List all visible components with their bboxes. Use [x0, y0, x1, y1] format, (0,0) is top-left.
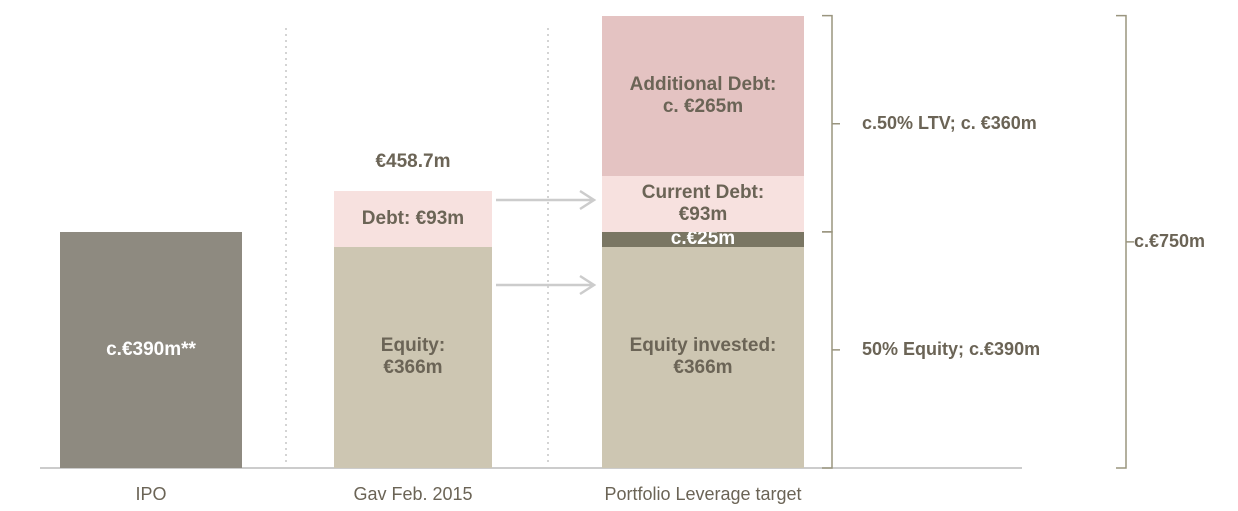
bracket [822, 231, 840, 469]
data-label: c.€25m [670, 228, 736, 250]
data-label: Equity: €366m [380, 335, 446, 379]
bracket-label: c.50% LTV; c. €360m [862, 112, 1037, 133]
total-label: €458.7m [375, 150, 451, 172]
bracket [822, 14, 840, 233]
bracket-label: c.€750m [1134, 230, 1206, 251]
data-label: c.€390m** [106, 339, 196, 361]
arrows [496, 189, 597, 296]
brackets [822, 14, 1134, 469]
x-tick-label: IPO [135, 484, 167, 504]
x-tick-label: Gav Feb. 2015 [353, 484, 473, 504]
bracket-label: 50% Equity; c.€390m [862, 338, 1041, 359]
bar-segment: Equity invested: €366m [602, 246, 804, 468]
data-label: Debt: €93m [361, 207, 465, 229]
bar-segment: c.€25m [602, 228, 804, 249]
bar-segment: c.€390m** [60, 232, 242, 468]
data-label: Equity invested: €366m [629, 335, 777, 379]
bar-segment: Debt: €93m [334, 190, 492, 247]
bar-segment: Equity: €366m [334, 246, 492, 468]
arrow [496, 274, 597, 296]
x-tick-label: Portfolio Leverage target [604, 484, 802, 504]
bracket [1116, 14, 1134, 469]
data-label: Additional Debt: c. €265m [629, 73, 777, 117]
bar-segment: Current Debt: €93m [602, 175, 804, 232]
bar-segment: Additional Debt: c. €265m [602, 15, 804, 176]
data-label: Current Debt: €93m [641, 181, 765, 225]
arrow [496, 189, 597, 211]
